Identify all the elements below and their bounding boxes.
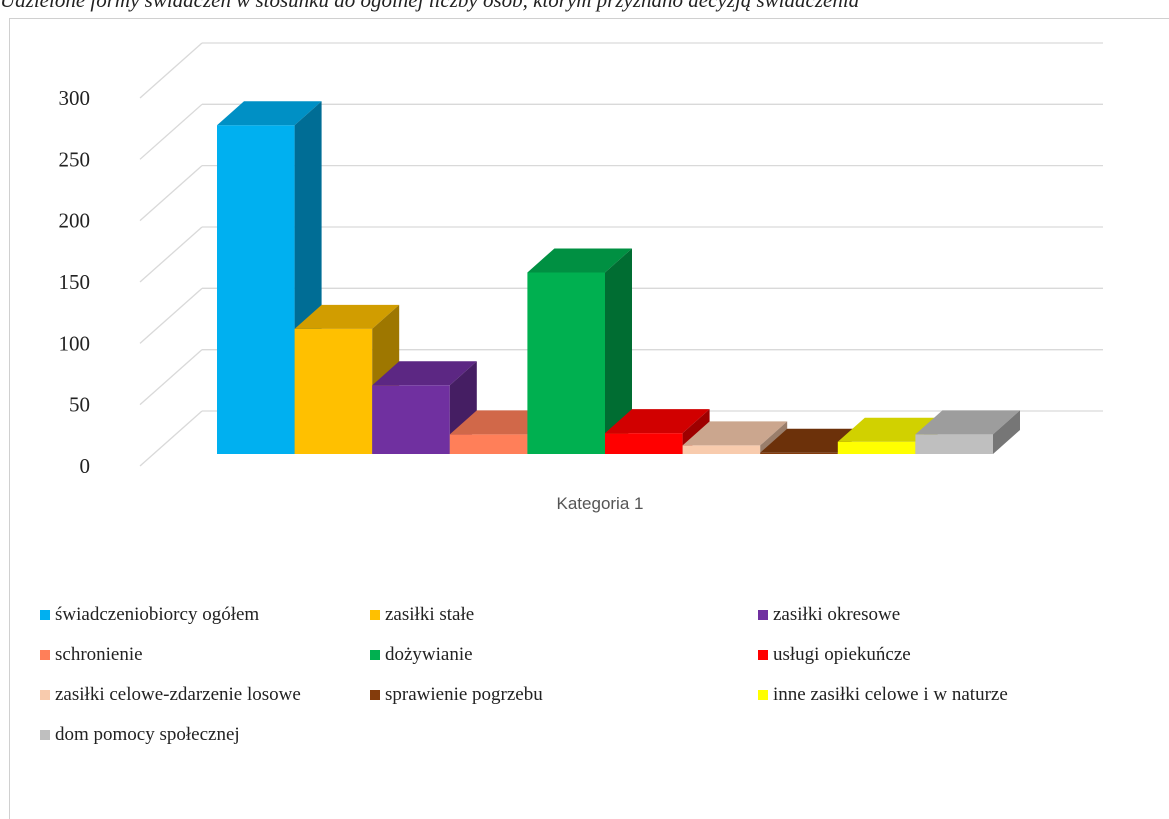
legend-item: zasiłki okresowe <box>758 604 900 626</box>
legend-swatch <box>758 650 768 660</box>
chart-title: Udzielone formy świadczeń w stosunku do … <box>0 0 860 12</box>
gridline-side <box>139 103 203 160</box>
bar-front <box>294 328 373 454</box>
legend-label: dożywianie <box>385 644 473 665</box>
y-tick-label: 150 <box>59 270 91 294</box>
legend-swatch <box>40 730 50 740</box>
legend-item: dożywianie <box>370 644 473 666</box>
legend-swatch <box>40 650 50 660</box>
bar-front <box>372 385 450 454</box>
legend-swatch <box>758 610 768 620</box>
legend-item: zasiłki stałe <box>370 604 474 626</box>
bar-front <box>217 125 295 455</box>
gridline-side <box>139 410 203 467</box>
legend-swatch <box>40 610 50 620</box>
gridline-side <box>139 349 203 406</box>
bar-top <box>372 361 477 386</box>
gridline-side <box>139 287 203 344</box>
legend-label: świadczeniobiorcy ogółem <box>55 604 260 625</box>
y-tick-label: 100 <box>59 331 91 355</box>
legend-swatch <box>40 690 50 700</box>
y-tick-label: 200 <box>59 209 91 233</box>
legend-label: sprawienie pogrzebu <box>385 684 543 705</box>
y-tick-label: 50 <box>69 393 90 417</box>
bar-top <box>527 248 632 273</box>
chart-frame <box>9 18 1169 819</box>
legend-swatch <box>370 650 380 660</box>
y-tick-label: 300 <box>59 86 91 110</box>
bar-front <box>449 434 528 454</box>
legend-label: schronienie <box>55 644 143 665</box>
bar-top <box>294 304 400 329</box>
legend-item: usługi opiekuńcze <box>758 644 911 666</box>
y-tick-label: 250 <box>59 147 91 171</box>
legend-item: zasiłki celowe-zdarzenie losowe <box>40 684 301 706</box>
bar-side <box>760 421 788 454</box>
legend-label: zasiłki celowe-zdarzenie losowe <box>55 684 301 705</box>
bar-top <box>915 410 1020 435</box>
y-tick-label: 0 <box>80 454 91 478</box>
legend-item: schronienie <box>40 644 143 666</box>
bar-side <box>993 410 1020 454</box>
bar-top <box>605 409 710 434</box>
legend-swatch <box>370 610 380 620</box>
x-category-label: Kategoria 1 <box>557 494 644 513</box>
legend-label: inne zasiłki celowe i w naturze <box>773 684 1008 705</box>
legend-label: zasiłki okresowe <box>773 604 901 625</box>
bar-front <box>682 445 761 454</box>
bar-front <box>760 452 838 454</box>
legend-item: inne zasiłki celowe i w naturze <box>758 684 1008 706</box>
legend-item: sprawienie pogrzebu <box>370 684 543 706</box>
legend-item: świadczeniobiorcy ogółem <box>40 604 259 626</box>
bar-front <box>605 433 683 454</box>
legend-label: dom pomocy społecznej <box>55 724 240 745</box>
legend-label: zasiłki stałe <box>385 604 475 625</box>
gridline-side <box>139 226 203 283</box>
bar-side <box>605 248 632 454</box>
legend-swatch <box>370 690 380 700</box>
legend-swatch <box>758 690 768 700</box>
bar-top <box>682 421 788 446</box>
bar-front <box>837 441 916 454</box>
bar-top <box>217 101 322 126</box>
gridline-side <box>139 165 203 222</box>
gridline-side <box>139 42 203 99</box>
bar-front <box>915 434 993 454</box>
bar-front <box>527 272 605 454</box>
legend-item: dom pomocy społecznej <box>40 724 240 746</box>
bar-chart-3d: 0 50 100 150 200 250 300 Kategoria 1 <box>59 42 1103 513</box>
legend-label: usługi opiekuńcze <box>773 644 911 665</box>
